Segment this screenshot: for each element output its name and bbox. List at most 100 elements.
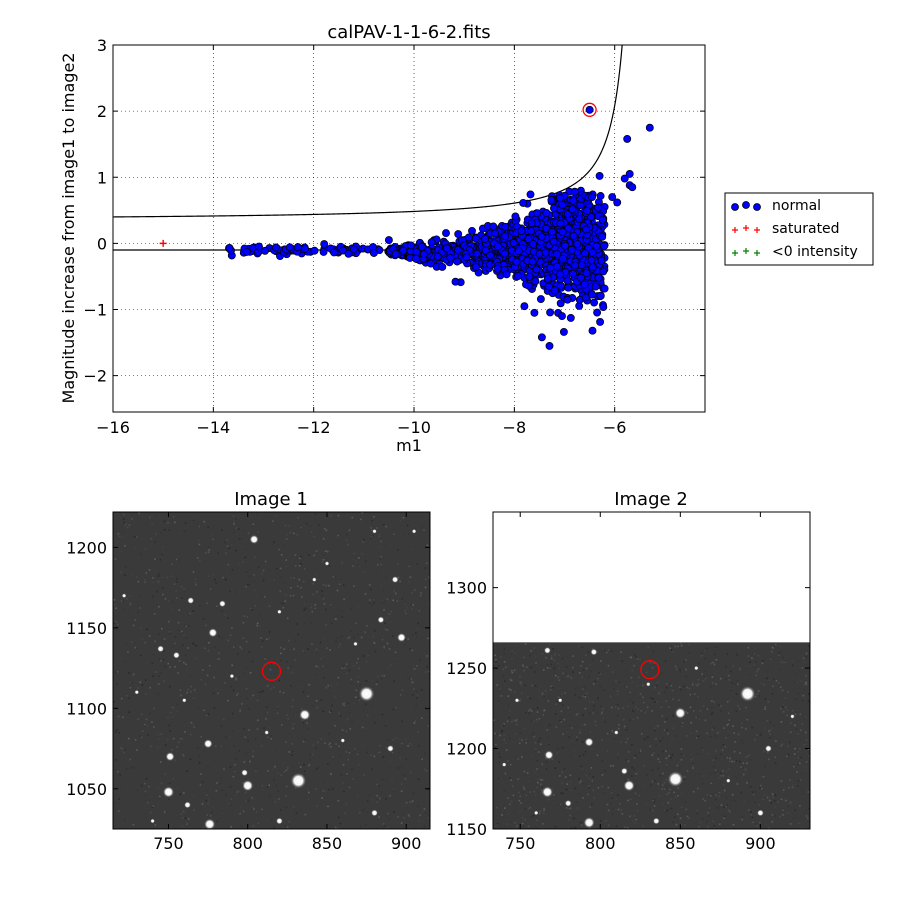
image1-noise-pixel <box>421 758 423 761</box>
image1-noise-pixel <box>345 730 348 733</box>
image1-noise-pixel <box>409 647 411 650</box>
image1-noise-pixel <box>184 817 187 820</box>
image2-noise-pixel <box>772 685 774 688</box>
image2-noise-pixel <box>711 711 714 714</box>
image2-noise-pixel <box>744 768 747 771</box>
image2-noise-pixel <box>569 814 571 817</box>
image2-noise-pixel <box>688 817 690 819</box>
image1-noise-pixel <box>400 694 402 696</box>
image1-noise-pixel <box>252 750 255 753</box>
image2-y-tick-label: 1150 <box>446 820 487 839</box>
image2-noise-pixel <box>733 826 735 829</box>
image2-noise-pixel <box>695 822 697 825</box>
image2-noise-pixel <box>655 738 657 740</box>
image1-noise-pixel <box>325 529 328 532</box>
image2-noise-pixel <box>723 654 726 656</box>
image1-noise-pixel <box>350 678 352 681</box>
image1-noise-pixel <box>205 690 208 693</box>
normal-point <box>412 254 421 263</box>
image2-noise-pixel <box>665 763 668 766</box>
image2-noise-pixel <box>538 748 541 750</box>
image2-noise-pixel <box>565 656 568 658</box>
image1-noise-pixel <box>291 727 294 729</box>
image2-noise-pixel <box>794 766 797 768</box>
image2-noise-pixel <box>660 672 663 674</box>
image2-noise-pixel <box>651 666 654 669</box>
image2-noise-pixel <box>764 765 766 768</box>
image1-noise-pixel <box>418 820 420 822</box>
image1-noise-pixel <box>295 812 298 814</box>
image2-noise-pixel <box>611 813 614 815</box>
image1-noise-pixel <box>134 646 137 649</box>
image1-noise-pixel <box>232 712 234 715</box>
normal-point <box>514 246 523 255</box>
image2-x-tick-label: 900 <box>745 834 776 853</box>
image1-noise-pixel <box>279 809 282 811</box>
image1-noise-pixel <box>304 773 307 775</box>
image1-noise-pixel <box>128 672 130 674</box>
normal-point <box>528 257 537 266</box>
image2-noise-pixel <box>672 714 674 717</box>
image2-noise-pixel <box>671 696 674 698</box>
image1-noise-pixel <box>355 689 358 692</box>
image1-noise-pixel <box>229 804 232 806</box>
image2-noise-pixel <box>537 699 539 702</box>
image1-noise-pixel <box>377 800 379 803</box>
image2-star <box>590 648 598 656</box>
image1-noise-pixel <box>120 657 122 660</box>
image2-noise-pixel <box>588 712 591 715</box>
image1-noise-pixel <box>427 817 430 819</box>
image1-noise-pixel <box>245 571 248 573</box>
image1-noise-pixel <box>238 690 240 692</box>
image1-noise-pixel <box>384 622 386 625</box>
image2-noise-pixel <box>696 812 699 815</box>
image1-noise-pixel <box>379 665 381 668</box>
image2-noise-pixel <box>636 750 639 753</box>
image1-noise-pixel <box>366 751 368 754</box>
image2-noise-pixel <box>576 686 579 689</box>
image1-noise-pixel <box>245 523 248 525</box>
image2-noise-pixel <box>565 731 568 734</box>
image1-noise-pixel <box>286 661 288 663</box>
image2-noise-pixel <box>751 816 754 819</box>
image1-noise-pixel <box>363 571 365 573</box>
image1-noise-pixel <box>140 736 143 738</box>
normal-point <box>556 299 565 308</box>
image2-noise-pixel <box>789 823 792 825</box>
image2-noise-pixel <box>602 689 605 692</box>
image1-noise-pixel <box>279 690 281 693</box>
image2-noise-pixel <box>497 699 500 702</box>
image1-noise-pixel <box>267 770 269 772</box>
image1-noise-pixel <box>243 586 245 588</box>
image2-noise-pixel <box>806 683 809 686</box>
image1-noise-pixel <box>202 558 204 560</box>
scatter-y-tick-label: −2 <box>83 367 107 386</box>
normal-point <box>546 263 555 272</box>
image1-noise-pixel <box>305 522 308 525</box>
image1-noise-pixel <box>259 614 261 617</box>
image2-noise-pixel <box>724 678 727 680</box>
image1-noise-pixel <box>186 669 188 671</box>
image2-noise-pixel <box>665 717 667 720</box>
image1-noise-pixel <box>360 825 362 827</box>
image2-noise-pixel <box>607 649 610 651</box>
image2-noise-pixel <box>515 827 517 829</box>
image2-noise-pixel <box>632 819 635 822</box>
image2-noise-pixel <box>559 775 561 777</box>
image1-noise-pixel <box>361 512 364 514</box>
image2-noise-pixel <box>603 649 606 652</box>
image2-star <box>652 817 660 825</box>
image1-noise-pixel <box>266 638 268 640</box>
image2-noise-pixel <box>730 691 733 693</box>
image2-noise-pixel <box>526 772 529 774</box>
image2-noise-pixel <box>792 709 794 712</box>
image2-noise-pixel <box>554 825 557 828</box>
normal-point <box>453 257 462 266</box>
image1-noise-pixel <box>337 800 340 802</box>
image2-noise-pixel <box>771 688 774 691</box>
image1-star <box>371 809 378 817</box>
image2-noise-pixel <box>496 824 498 826</box>
image1-noise-pixel <box>233 745 235 747</box>
image2-noise-pixel <box>498 745 501 747</box>
image2-noise-pixel <box>568 675 570 677</box>
